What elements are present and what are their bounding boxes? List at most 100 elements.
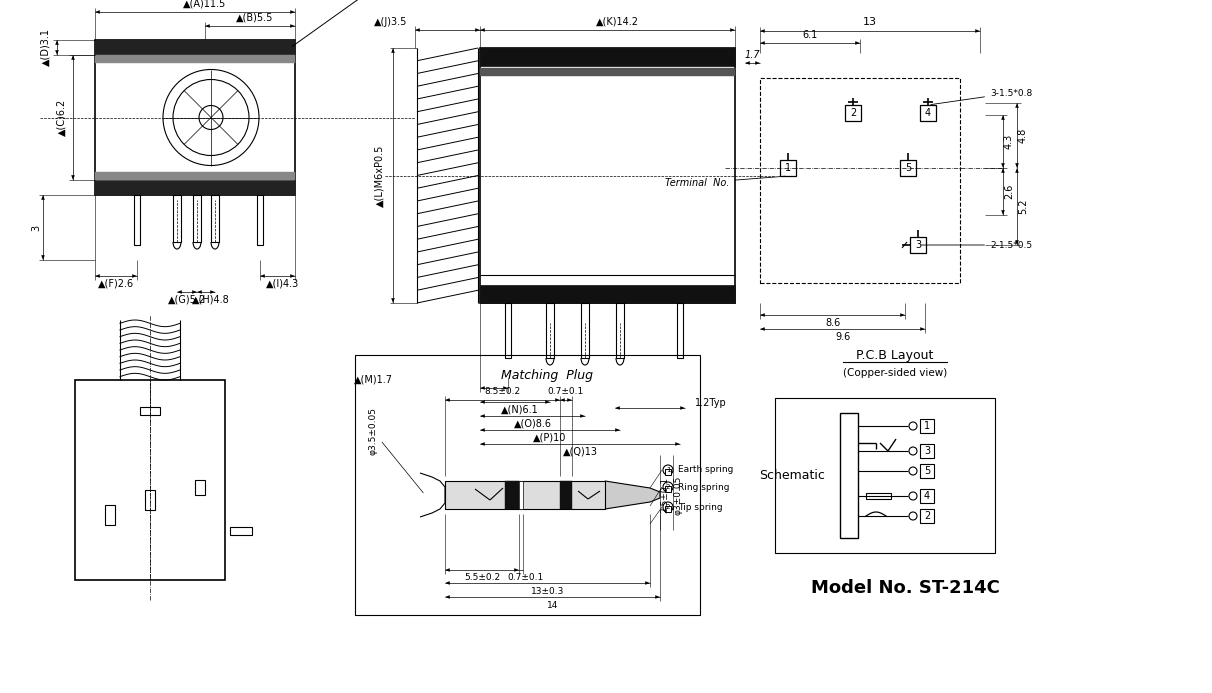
Text: 4: 4: [924, 491, 930, 501]
Bar: [845, 105, 861, 121]
Text: 1: 1: [665, 467, 670, 473]
Bar: [230, 527, 252, 535]
Polygon shape: [616, 428, 621, 432]
Text: 13: 13: [863, 17, 877, 27]
Text: 2: 2: [665, 484, 670, 490]
Polygon shape: [645, 581, 650, 585]
Bar: [505, 303, 511, 358]
Bar: [545, 303, 554, 358]
Text: 5.2: 5.2: [1018, 199, 1028, 214]
Bar: [95, 55, 295, 63]
Polygon shape: [545, 400, 550, 404]
Text: P.C.B Layout: P.C.B Layout: [857, 349, 933, 362]
Polygon shape: [41, 195, 45, 200]
Polygon shape: [760, 41, 765, 45]
Polygon shape: [503, 386, 508, 389]
Polygon shape: [760, 29, 765, 33]
Text: ▲(B)5.5: ▲(B)5.5: [236, 13, 274, 23]
Bar: [920, 105, 936, 121]
Bar: [920, 509, 934, 523]
Text: 0.7±0.1: 0.7±0.1: [508, 574, 544, 583]
Text: 0.7±0.1: 0.7±0.1: [548, 387, 584, 396]
Bar: [480, 285, 734, 303]
Polygon shape: [976, 29, 981, 33]
Text: 4.8: 4.8: [1018, 128, 1028, 143]
Text: (Copper-sided view): (Copper-sided view): [842, 368, 947, 378]
Polygon shape: [95, 10, 99, 14]
Bar: [211, 195, 219, 242]
Bar: [95, 172, 295, 180]
Bar: [95, 180, 295, 195]
Bar: [774, 398, 995, 553]
Polygon shape: [210, 290, 215, 294]
Polygon shape: [920, 327, 925, 331]
Text: 2: 2: [924, 511, 930, 521]
Text: 3: 3: [915, 240, 921, 250]
Polygon shape: [41, 255, 45, 260]
Bar: [445, 481, 605, 509]
Bar: [141, 407, 160, 415]
Polygon shape: [567, 398, 572, 402]
Text: (E)φ3.6±0.05: (E)φ3.6±0.05: [292, 0, 415, 46]
Bar: [105, 505, 115, 525]
Bar: [95, 40, 295, 55]
Text: ▲(L)M6xP0.5: ▲(L)M6xP0.5: [375, 144, 384, 207]
Polygon shape: [445, 595, 450, 599]
Polygon shape: [391, 298, 395, 303]
Text: ▲(Q)13: ▲(Q)13: [562, 447, 598, 457]
Text: ▲(P)10: ▲(P)10: [533, 433, 567, 443]
Text: 2: 2: [850, 108, 856, 118]
Polygon shape: [56, 40, 59, 45]
Bar: [193, 195, 201, 242]
Text: Terminal  No.: Terminal No.: [665, 176, 785, 188]
Polygon shape: [445, 568, 450, 572]
Polygon shape: [290, 10, 295, 14]
Text: Tip spring: Tip spring: [678, 502, 722, 511]
Polygon shape: [1001, 115, 1005, 120]
Bar: [257, 195, 263, 245]
Text: φ3.5±0.05: φ3.5±0.05: [368, 407, 423, 493]
Polygon shape: [445, 581, 450, 585]
Bar: [145, 490, 155, 510]
Polygon shape: [1001, 163, 1005, 168]
Polygon shape: [95, 274, 99, 278]
Text: 14: 14: [547, 601, 559, 610]
Bar: [910, 237, 926, 253]
Polygon shape: [56, 50, 59, 55]
Polygon shape: [415, 28, 419, 32]
Text: ▲(I)4.3: ▲(I)4.3: [265, 279, 299, 289]
Bar: [920, 464, 934, 478]
Text: ▲(F)2.6: ▲(F)2.6: [98, 279, 135, 289]
Text: 2-1.5*0.5: 2-1.5*0.5: [921, 240, 1033, 249]
Text: 2.6: 2.6: [1004, 184, 1014, 199]
Text: ▲(J)3.5: ▲(J)3.5: [373, 17, 407, 27]
Bar: [840, 413, 858, 538]
Text: ▲(N)6.1: ▲(N)6.1: [501, 405, 539, 415]
Text: 13±0.3: 13±0.3: [531, 586, 565, 595]
Bar: [95, 40, 295, 195]
Text: 1: 1: [785, 163, 791, 173]
Polygon shape: [290, 274, 295, 278]
Polygon shape: [1016, 163, 1019, 168]
Bar: [920, 489, 934, 503]
Text: 8.5±0.2: 8.5±0.2: [485, 387, 521, 396]
Text: 4: 4: [925, 108, 931, 118]
Bar: [519, 481, 524, 509]
Bar: [665, 469, 671, 475]
Polygon shape: [391, 48, 395, 53]
Bar: [173, 195, 181, 242]
Text: φ3±0.05: φ3±0.05: [674, 475, 682, 515]
Polygon shape: [581, 414, 585, 418]
Text: 5: 5: [924, 466, 930, 476]
Polygon shape: [445, 398, 450, 402]
Polygon shape: [261, 274, 264, 278]
Text: 3-1.5*0.8: 3-1.5*0.8: [931, 89, 1033, 105]
Polygon shape: [760, 313, 765, 317]
Polygon shape: [680, 406, 685, 410]
Text: 3: 3: [32, 225, 41, 231]
Text: 2: 2: [665, 504, 670, 510]
Bar: [480, 48, 734, 66]
Polygon shape: [480, 442, 485, 446]
Polygon shape: [193, 290, 198, 294]
Text: ▲(H)4.8: ▲(H)4.8: [193, 295, 230, 305]
